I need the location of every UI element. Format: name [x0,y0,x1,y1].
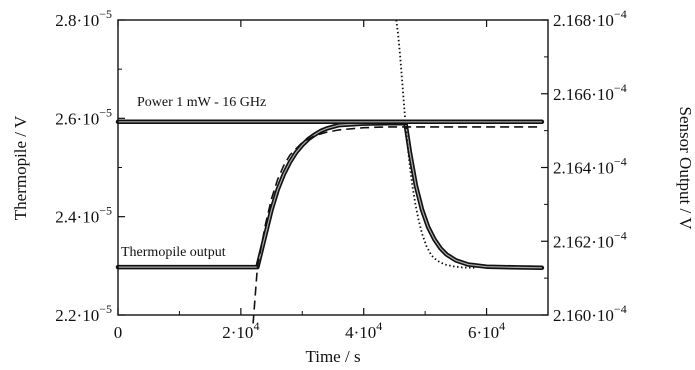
y-left-tick-label-0: 2.2·10−5 [55,302,112,325]
series-2-dashed [252,126,542,324]
y-right-tick-label-1: 2.162·10−4 [553,228,627,251]
x-tick-label-1: 2·104 [222,319,259,342]
power-annotation: Power 1 mW - 16 GHz [137,95,266,110]
y-right-axis-label: Sensor Output / V [676,107,695,231]
series-3-dotted [395,19,475,269]
y-left-axis-label: Thermopile / V [11,115,30,220]
plot-frame [117,19,549,316]
y-left-tick-label-1: 2.4·10−5 [55,204,112,227]
y-right-tick-label-2: 2.164·10−4 [553,155,627,178]
x-tick-label-0: 0 [114,323,123,342]
x-tick-label-3: 6·104 [468,319,505,342]
y-right-tick-label-3: 2.166·10−4 [553,81,627,104]
y-left-tick-label-2: 2.6·10−5 [55,105,112,128]
y-right-tick-label-0: 2.160·10−4 [553,302,627,325]
y-left-tick-label-3: 2.8·10−5 [55,7,112,30]
x-axis-label: Time / s [305,347,360,366]
series-layer [115,19,545,324]
text-layer: Time / s Thermopile / V Sensor Output / … [11,95,695,366]
y-right-tick-label-4: 2.168·10−4 [553,7,627,30]
thermopile-output-annotation: Thermopile output [121,245,226,260]
x-tick-label-2: 4·104 [345,319,382,342]
series-0-fit-overlay [118,122,542,269]
ticks-layer: 0 2·104 4·104 6·104 2.2·10−5 2.4·10−5 2.6·10−5… [55,7,626,342]
